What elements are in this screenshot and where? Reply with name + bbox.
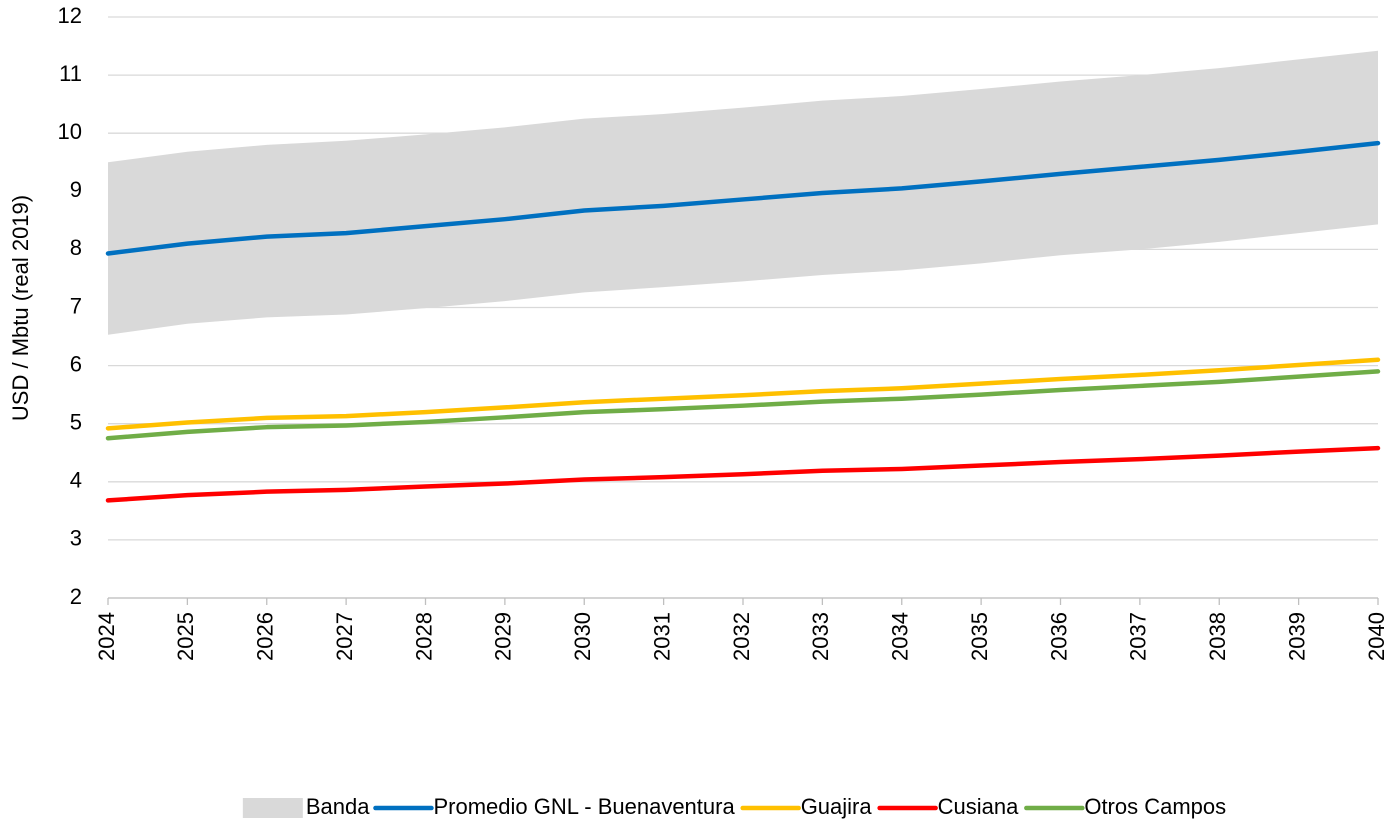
x-tick-label: 2038 [1205,612,1230,661]
y-tick-label: 9 [70,177,82,202]
band-area [108,50,1378,335]
legend: Banda Promedio GNL - Buenaventura Guajira C… [242,794,1226,819]
legend-label: Guajira [801,794,873,819]
x-tick-label: 2024 [94,612,119,661]
y-tick-label: 12 [58,3,82,28]
legend-label: Promedio GNL - Buenaventura [433,794,735,819]
legend-label: Banda [306,794,370,819]
y-tick-label: 4 [70,468,82,493]
series-line [105,445,1381,503]
x-tick-label: 2040 [1364,612,1389,661]
legend-label: Cusiana [938,794,1019,819]
x-tick-label: 2039 [1284,612,1309,661]
y-tick-label: 6 [70,351,82,376]
legend-label: Otros Campos [1084,794,1226,819]
y-axis-title: USD / Mbtu (real 2019) [8,195,33,421]
x-tick-label: 2037 [1126,612,1151,661]
x-tick-label: 2028 [411,612,436,661]
series-line [105,357,1381,431]
x-tick-label: 2025 [173,612,198,661]
x-tick-label: 2034 [888,612,913,661]
x-tick-label: 2033 [808,612,833,661]
x-tick-label: 2032 [729,612,754,661]
y-tick-label: 5 [70,410,82,435]
y-tick-label: 3 [70,526,82,551]
x-tick-label: 2030 [570,612,595,661]
y-tick-label: 8 [70,235,82,260]
x-tick-label: 2031 [649,612,674,661]
y-tick-label: 11 [59,61,82,86]
series-line [105,369,1381,441]
x-tick-label: 2029 [491,612,516,661]
y-tick-label: 2 [70,584,82,609]
x-tick-label: 2026 [253,612,278,661]
x-tick-label: 2027 [332,612,357,661]
y-tick-label: 7 [70,293,82,318]
y-tick-label: 10 [58,119,82,144]
x-tick-label: 2036 [1046,612,1071,661]
legend-swatch [242,798,303,818]
series-line [105,140,1381,256]
x-tick-label: 2035 [967,612,992,661]
